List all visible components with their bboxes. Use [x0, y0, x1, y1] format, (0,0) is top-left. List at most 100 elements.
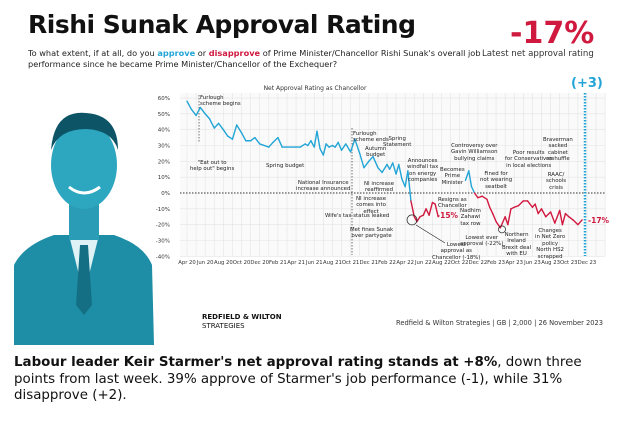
y-tick-label: -30% — [156, 238, 170, 244]
x-tick-label: Jun 21 — [305, 260, 323, 266]
y-tick-label: 20% — [158, 159, 170, 165]
source-note: Redfield & Wilton Strategies | GB | 2,00… — [396, 319, 604, 327]
series-segment — [389, 162, 394, 170]
x-tick-label: Dec 20 — [250, 260, 269, 266]
page-title: Rishi Sunak Approval Rating — [28, 10, 416, 39]
series-segment — [477, 195, 483, 199]
annotation: RAAC/ schools crisis — [546, 172, 567, 191]
annotation: Becomes Prime Minister — [440, 167, 465, 186]
series-segment — [577, 219, 583, 226]
annotation: Wife's tax status leaked — [325, 213, 390, 219]
series-segment — [204, 113, 211, 120]
series-segment — [310, 140, 315, 148]
annotation: Poor results for Conservatives in local … — [505, 150, 553, 169]
y-tick-label: 0% — [161, 191, 170, 197]
series-segment — [208, 117, 215, 129]
annotation: Furlough scheme ends — [353, 131, 389, 144]
annotation: Controversy over Gavin Williamson bullyi… — [451, 143, 498, 162]
x-tick-label: Jun 22 — [414, 260, 432, 266]
series-segment — [486, 198, 491, 208]
x-tick-label: Oct 21 — [342, 260, 360, 266]
series-segment — [537, 208, 543, 215]
x-tick-label: Dec 22 — [469, 260, 488, 266]
annotation: Braverman sacked cabinet reshuffle — [543, 137, 573, 163]
x-tick-label: Aug 20 — [214, 260, 233, 266]
change-value: (+3) — [571, 76, 603, 91]
annotation: Spring budget — [266, 163, 305, 169]
lowest-ever-circle — [498, 225, 506, 234]
series-segment — [481, 195, 488, 201]
annotation: Lowest approval as Chancellor (-18%) — [432, 242, 481, 261]
series-segment — [507, 208, 512, 226]
series-segment — [534, 203, 539, 215]
series-segment — [340, 143, 347, 151]
question-text: or — [195, 48, 209, 58]
x-tick-label: Feb 23 — [487, 260, 505, 266]
series-segment — [401, 178, 406, 188]
x-tick-label: Aug 23 — [541, 260, 560, 266]
annotation: NI increase reaffirmed — [364, 181, 395, 194]
series-segment — [564, 212, 570, 218]
series-segment — [572, 219, 579, 226]
line-chart: 60% 50% 40% 30% 20% 10% 0% -10% -20% -30% -40% Apr … — [156, 93, 606, 266]
x-tick-label: Aug 21 — [323, 260, 342, 266]
caption-bold: Labour leader Keir Starmer's net approva… — [14, 355, 498, 370]
series-segment — [240, 132, 247, 142]
series-segment — [199, 106, 206, 115]
series-segment — [410, 200, 415, 218]
series-segment — [268, 141, 274, 148]
question-text: To what extent, if at all, do you — [28, 48, 158, 58]
series-segment — [395, 163, 400, 175]
series-segment — [337, 141, 343, 151]
series-segment — [349, 138, 356, 153]
y-tick-label: 10% — [158, 175, 170, 181]
y-tick-label: 50% — [158, 112, 170, 118]
series-segment — [468, 170, 473, 188]
x-tick-label: Aug 22 — [432, 260, 451, 266]
series-segment — [235, 124, 243, 134]
annotation: -17% — [588, 216, 610, 225]
annotation: Lowest ever approval (-22%) — [460, 235, 504, 248]
leader-line — [415, 224, 446, 244]
series-segment — [404, 170, 409, 188]
annotation: Changes in Net Zero policy North HS2 scr… — [535, 228, 566, 260]
series-segment — [307, 140, 312, 147]
series-segment — [319, 147, 325, 156]
approve-word: approve — [157, 48, 196, 58]
series-segment — [464, 170, 470, 182]
x-tick-label: Apr 23 — [505, 260, 523, 266]
series-segment — [272, 136, 279, 144]
x-tick-label: Feb 22 — [378, 260, 396, 266]
series-segment — [190, 108, 197, 117]
series-segment — [425, 208, 430, 216]
annotation: Nadhim Zahawi tax row — [460, 208, 481, 227]
series-segment — [434, 203, 439, 218]
series-segment — [392, 162, 397, 175]
series-segment — [526, 200, 534, 208]
series-segment — [299, 143, 306, 148]
latest-value: -17% — [510, 16, 595, 51]
series-segment — [377, 166, 383, 174]
x-tick-label: Dec 21 — [359, 260, 378, 266]
series-segment — [492, 212, 497, 223]
annotation: Fined for not wearing seatbelt — [480, 171, 513, 190]
annotation: -15% — [437, 211, 459, 220]
latest-label: Latest net approval rating — [482, 49, 594, 59]
annotation: Resigns as Chancellor — [438, 197, 467, 210]
series-segment — [381, 163, 388, 174]
series-segment — [186, 100, 192, 110]
annotation: Northern Ireland Brexit deal with EU — [502, 232, 532, 258]
x-tick-label: Oct 22 — [451, 260, 469, 266]
annotation: NI increase comes into effect — [356, 196, 387, 215]
y-tick-label: -40% — [156, 254, 170, 260]
annotation: Spring Statement — [383, 136, 412, 149]
series-segment — [316, 130, 321, 150]
series-segment — [359, 152, 365, 169]
series-segment — [363, 160, 370, 169]
series-segment — [416, 216, 421, 223]
series-segment — [561, 212, 567, 226]
series-segment — [354, 138, 361, 155]
series-segment — [277, 136, 283, 148]
logo-line2: STRATEGIES — [202, 322, 245, 330]
series-segment — [413, 216, 418, 223]
